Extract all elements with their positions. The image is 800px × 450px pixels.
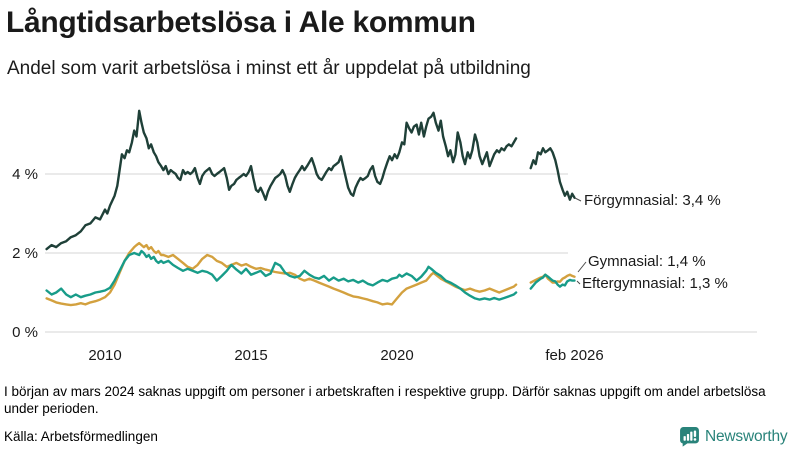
series-line-gymnasial (45, 241, 518, 307)
page-title: Långtidsarbetslösa i Ale kommun (6, 6, 476, 39)
footnote-text: I början av mars 2024 saknas uppgift om … (4, 384, 766, 416)
series-line-forgymnasial (529, 147, 576, 201)
source-text: Källa: Arbetsförmedlingen (4, 429, 158, 444)
series-line-eftergymnasial (45, 249, 518, 301)
newsworthy-logo-icon (680, 427, 699, 447)
series-label-leader (574, 197, 582, 202)
series-label: Förgymnasial: 3,4 % (584, 192, 721, 209)
newsworthy-logo: Newsworthy (679, 426, 788, 447)
y-tick-label: 0 % (12, 324, 38, 341)
y-tick-label: 4 % (12, 166, 38, 183)
series-label: Eftergymnasial: 1,3 % (582, 275, 728, 292)
x-tick-label: 2020 (380, 347, 413, 364)
series-label-leader (576, 280, 581, 285)
series-line-eftergymnasial (529, 273, 576, 290)
x-tick-label: 2015 (234, 347, 267, 364)
x-tick-label: 2010 (88, 347, 121, 364)
series-line-forgymnasial (45, 109, 518, 251)
y-tick-label: 2 % (12, 245, 38, 262)
series-label: Gymnasial: 1,4 % (588, 253, 706, 270)
x-tick-label: feb 2026 (545, 347, 603, 364)
series-line-gymnasial (529, 273, 576, 284)
series-label-leader (577, 261, 587, 273)
page-subtitle: Andel som varit arbetslösa i minst ett å… (7, 58, 531, 79)
newsworthy-brand-text: Newsworthy (705, 427, 788, 445)
